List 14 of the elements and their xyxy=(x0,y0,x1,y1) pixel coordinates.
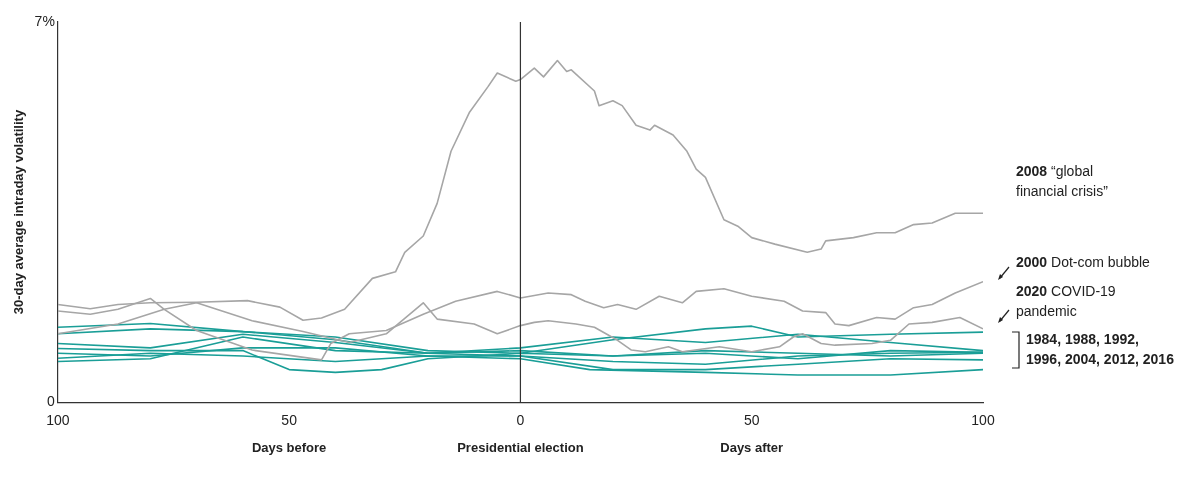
x-tick-label: 50 xyxy=(281,412,298,429)
text: 2020 COVID-19 pandemic xyxy=(1016,282,1116,319)
text: Presidential election xyxy=(457,439,584,455)
x-tick-label: 100 xyxy=(46,412,70,429)
x-tick-label: 100 xyxy=(971,412,995,429)
annotation: 1984, 1988, 1992, 1996, 2004, 2012, 2016 xyxy=(1026,329,1175,369)
y-axis-title: 30-day average intraday volatility xyxy=(11,109,27,315)
text: Days before xyxy=(251,439,327,455)
text: 2000 Dot-com bubble xyxy=(1016,253,1150,270)
x-tick-label: 0 xyxy=(516,412,525,429)
y-tick-label: 7% xyxy=(34,12,55,29)
text: Days after xyxy=(720,439,784,455)
text: 2008 “global financial crisis” xyxy=(1016,163,1108,200)
x-tick-label: 50 xyxy=(743,412,760,429)
